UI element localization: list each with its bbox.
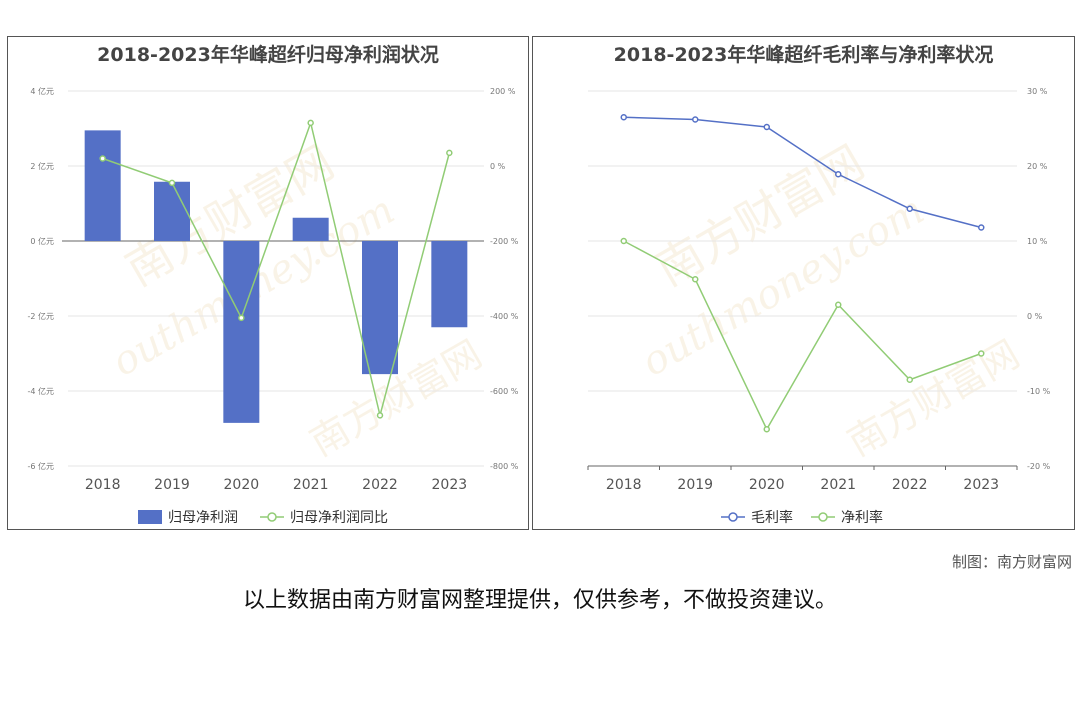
series-0-point-2023 bbox=[978, 224, 985, 231]
left-axis-tick: -4 亿元 bbox=[27, 386, 54, 396]
yoy-line bbox=[102, 120, 451, 416]
bar-2021 bbox=[292, 217, 329, 241]
series-line-0 bbox=[623, 116, 982, 229]
legend-marker-1 bbox=[818, 512, 828, 522]
x-tick-2023: 2023 bbox=[963, 477, 999, 493]
x-tick-2021: 2021 bbox=[820, 477, 856, 493]
series-1-point-2023 bbox=[978, 350, 985, 357]
legend-bar-label: 归母净利润 bbox=[168, 509, 238, 526]
legend-label-0: 毛利率 bbox=[751, 509, 793, 526]
margin-chart-panel: 南方财富网 outhmoney.com 南方财富网 2018-2023年华峰超纤毛利率… bbox=[532, 36, 1075, 530]
series-0-point-2019 bbox=[692, 116, 699, 123]
x-tick-2021: 2021 bbox=[293, 477, 329, 493]
bar-2023 bbox=[431, 241, 468, 328]
x-tick-2022: 2022 bbox=[892, 477, 928, 493]
legend-label-1: 净利率 bbox=[841, 509, 883, 526]
right-axis-tick: 0 % bbox=[1027, 312, 1043, 321]
yoy-point-2021 bbox=[307, 119, 314, 127]
right-axis-tick: 200 % bbox=[490, 87, 516, 96]
bar-2020 bbox=[223, 241, 260, 423]
left-axis-tick: 2 亿元 bbox=[30, 161, 54, 171]
series-0-point-2021 bbox=[835, 171, 842, 178]
x-tick-2018: 2018 bbox=[85, 477, 121, 493]
x-tick-2023: 2023 bbox=[432, 477, 468, 493]
x-tick-2019: 2019 bbox=[154, 477, 190, 493]
series-1-point-2019 bbox=[692, 276, 699, 283]
yoy-point-2023 bbox=[446, 149, 453, 157]
left-axis-tick: 0 亿元 bbox=[30, 236, 54, 246]
right-axis-tick: -20 % bbox=[1027, 462, 1051, 471]
series-1-point-2022 bbox=[906, 376, 913, 383]
left-axis-tick: 4 亿元 bbox=[30, 86, 54, 96]
left-axis-tick: -2 亿元 bbox=[27, 311, 54, 321]
bar-2019 bbox=[154, 181, 190, 241]
series-1-point-2018 bbox=[620, 237, 627, 245]
chart-title: 2018-2023年华峰超纤毛利率与净利率状况 bbox=[614, 43, 994, 66]
right-axis-tick: 30 % bbox=[1027, 87, 1048, 96]
right-axis-tick: 10 % bbox=[1027, 237, 1048, 246]
x-tick-2020: 2020 bbox=[749, 477, 785, 493]
right-axis-tick: -400 % bbox=[490, 312, 519, 321]
disclaimer-text: 以上数据由南方财富网整理提供，仅供参考，不做投资建议。 bbox=[242, 588, 837, 613]
watermark-cn-2: 南方财富网 bbox=[840, 332, 1027, 465]
series-0-point-2020 bbox=[763, 123, 770, 131]
series-line-1 bbox=[623, 240, 982, 431]
right-axis-tick: 0 % bbox=[490, 162, 506, 171]
x-tick-2020: 2020 bbox=[224, 477, 260, 493]
chart-title: 2018-2023年华峰超纤归母净利润状况 bbox=[97, 43, 439, 66]
series-0-point-2018 bbox=[620, 114, 627, 121]
right-axis-tick: 20 % bbox=[1027, 162, 1048, 171]
bar-2018 bbox=[84, 130, 121, 241]
legend-line-label: 归母净利润同比 bbox=[290, 509, 388, 526]
legend-line-marker bbox=[267, 512, 277, 522]
chart-credit: 制图：南方财富网 bbox=[951, 553, 1072, 571]
x-tick-2019: 2019 bbox=[677, 477, 713, 493]
net-profit-chart: 南方财富网outhmoney.com南方财富网2018-2023年华峰超纤归母净… bbox=[27, 43, 519, 526]
right-axis-tick: -200 % bbox=[490, 237, 519, 246]
x-tick-2018: 2018 bbox=[606, 477, 642, 493]
bar-2022 bbox=[362, 241, 398, 375]
right-axis-tick: -800 % bbox=[490, 462, 519, 471]
right-axis-tick: -10 % bbox=[1027, 387, 1051, 396]
yoy-point-2018 bbox=[99, 155, 106, 162]
x-tick-2022: 2022 bbox=[362, 477, 398, 493]
legend-bar-swatch bbox=[138, 510, 162, 524]
yoy-point-2022 bbox=[376, 412, 384, 419]
yoy-point-2019 bbox=[168, 179, 176, 187]
legend-marker-0 bbox=[728, 512, 738, 522]
series-1-point-2020 bbox=[763, 426, 770, 433]
right-axis-tick: -600 % bbox=[490, 387, 519, 396]
yoy-point-2020 bbox=[238, 314, 245, 322]
net-profit-chart-panel: 南方财富网outhmoney.com南方财富网2018-2023年华峰超纤归母净… bbox=[7, 36, 529, 530]
series-0-point-2022 bbox=[906, 205, 913, 212]
left-axis-tick: -6 亿元 bbox=[27, 461, 54, 471]
series-1-point-2021 bbox=[835, 301, 842, 308]
